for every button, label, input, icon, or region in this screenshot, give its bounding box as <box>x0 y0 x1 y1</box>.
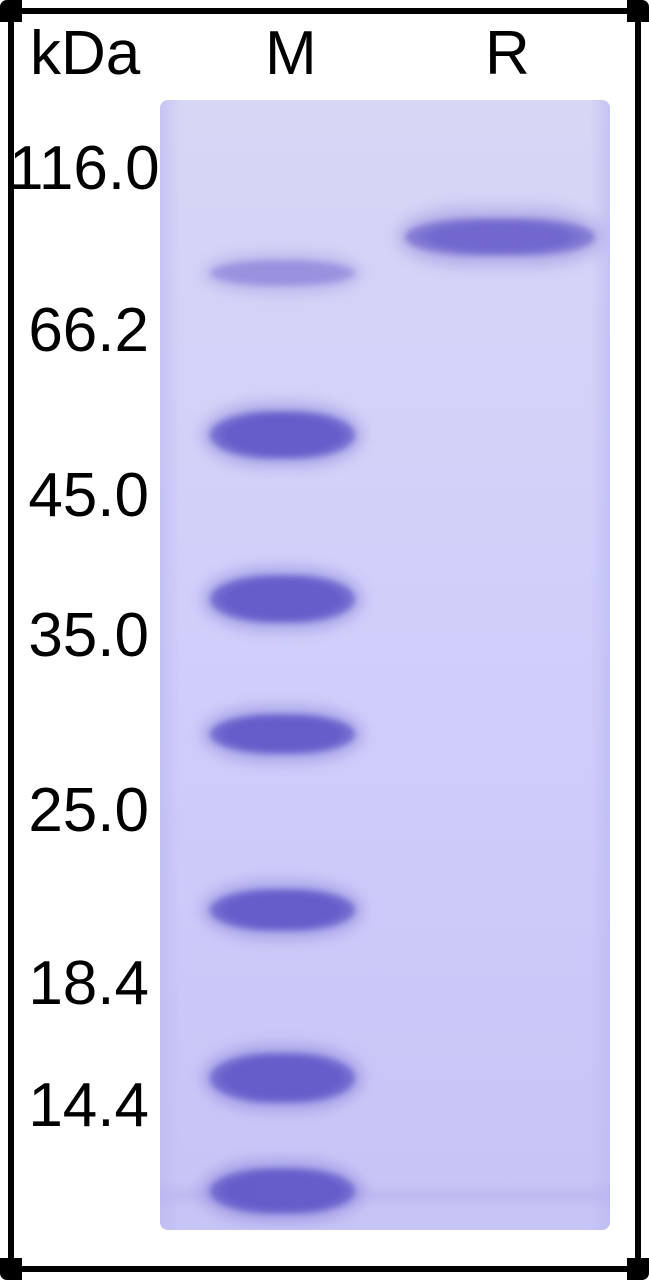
marker-band <box>210 260 355 286</box>
mw-label: 14.4 <box>9 1070 149 1141</box>
frame-right <box>635 11 641 1269</box>
lane-m-label: M <box>265 18 317 89</box>
kda-unit-label: kDa <box>30 18 140 89</box>
mw-label: 45.0 <box>9 460 149 531</box>
marker-band <box>210 1168 355 1214</box>
marker-band <box>210 889 355 931</box>
gel-lane-area <box>160 100 610 1230</box>
figure-frame: kDa M R 116.0 66.2 45.0 35.0 25.0 18.4 14.4 <box>0 0 649 1280</box>
gel-edge-left <box>160 100 180 1230</box>
mw-label: 66.2 <box>9 295 149 366</box>
frame-corner-tr <box>627 0 649 22</box>
marker-band <box>210 1053 355 1103</box>
frame-corner-bl <box>0 1258 22 1280</box>
frame-top <box>11 8 638 14</box>
mw-label: 35.0 <box>9 600 149 671</box>
marker-band <box>210 714 355 754</box>
mw-label: 18.4 <box>9 948 149 1019</box>
mw-label: 116.0 <box>9 133 149 204</box>
lane-r-label: R <box>485 18 530 89</box>
mw-label: 25.0 <box>9 775 149 846</box>
sample-band <box>405 218 595 256</box>
marker-band <box>210 575 355 623</box>
frame-corner-br <box>627 1258 649 1280</box>
frame-bottom <box>11 1266 638 1272</box>
frame-corner-tl <box>0 0 22 22</box>
marker-band <box>210 411 355 459</box>
gel-edge-right <box>590 100 610 1230</box>
